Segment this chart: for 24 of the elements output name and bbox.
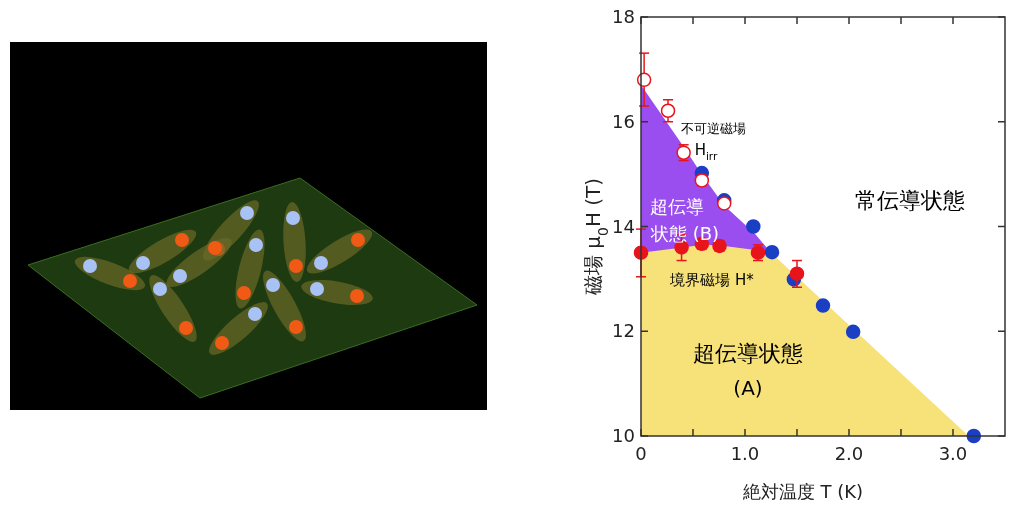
x-axis-title: 絶対温度 T (K) [741, 481, 864, 502]
point [746, 219, 761, 234]
annotation: 超伝導 [650, 195, 704, 217]
y-tick-label: 10 [612, 425, 635, 446]
annotation: 超伝導状態 [693, 340, 803, 366]
x-tick-label: 2.0 [834, 443, 864, 464]
y-tick-label: 12 [612, 320, 635, 342]
point [764, 244, 780, 260]
annotation: 状態 (B) [649, 222, 720, 244]
annotation: 境界磁場 H* [669, 271, 755, 289]
x-tick-label: 0 [635, 443, 647, 464]
y-tick-label: 18 [612, 6, 635, 27]
point [789, 266, 805, 281]
x-tick-label: 3.0 [938, 443, 968, 464]
point [660, 103, 676, 118]
annotation: (A) [733, 376, 763, 400]
x-tick-label: 1.0 [730, 443, 760, 464]
annotation: H$_{irr}$ [694, 141, 718, 162]
point [845, 324, 861, 340]
point [815, 298, 831, 313]
y-tick-label: 16 [612, 110, 635, 132]
annotation: 不可逆磁場 [680, 120, 746, 136]
annotation: 常伝導状態 [855, 187, 965, 213]
y-tick-label: 14 [612, 215, 635, 237]
